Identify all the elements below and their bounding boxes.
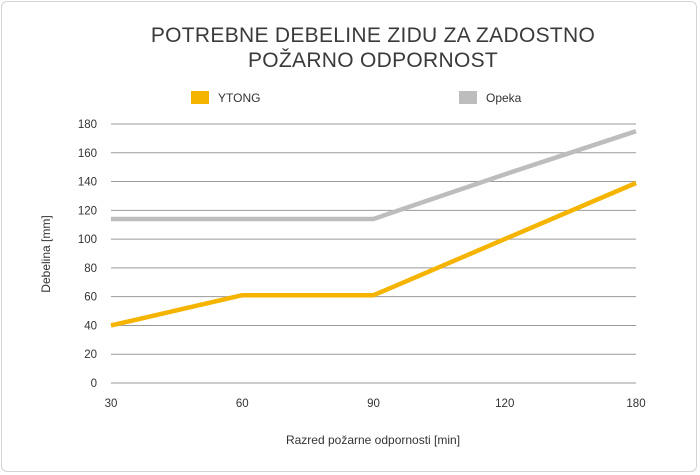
x-tick-label: 60 xyxy=(236,398,249,410)
legend-swatch-ytong xyxy=(191,91,209,104)
grid-lines xyxy=(111,123,636,384)
legend-label-ytong: YTONG xyxy=(218,91,260,105)
x-tick-label: 90 xyxy=(367,398,380,410)
x-axis-label: Razred požarne odpornosti [min] xyxy=(286,433,460,447)
x-tick-label: 30 xyxy=(105,398,118,410)
y-tick-label: 180 xyxy=(78,119,97,131)
legend-label-opeka: Opeka xyxy=(486,91,522,105)
series-line-opeka xyxy=(111,129,637,222)
y-tick-labels: 0 20 40 60 80 100 120 140 160 180 xyxy=(78,119,97,390)
y-tick-label: 60 xyxy=(84,292,97,304)
chart-title-line-2: POŽARNO ODPORNOST xyxy=(248,49,498,72)
series-lines xyxy=(110,129,637,328)
legend-swatch-opeka xyxy=(459,91,477,104)
y-tick-label: 140 xyxy=(78,177,97,189)
x-tick-label: 180 xyxy=(626,398,645,410)
series-line-ytong xyxy=(110,180,637,328)
legend: YTONG Opeka xyxy=(191,91,522,105)
chart-title-line-1: POTREBNE DEBELINE ZIDU ZA ZADOSTNO xyxy=(151,24,595,47)
y-tick-label: 100 xyxy=(78,234,97,246)
y-tick-label: 20 xyxy=(84,349,97,361)
y-tick-label: 0 xyxy=(91,378,97,390)
y-tick-label: 160 xyxy=(78,148,97,160)
y-tick-label: 40 xyxy=(84,320,97,332)
y-tick-label: 120 xyxy=(78,205,97,217)
x-tick-labels: 30 60 90 120 180 xyxy=(105,398,646,410)
x-tick-label: 120 xyxy=(495,398,514,410)
y-tick-label: 80 xyxy=(84,263,97,275)
y-axis-label: Debelina [mm] xyxy=(39,215,53,292)
